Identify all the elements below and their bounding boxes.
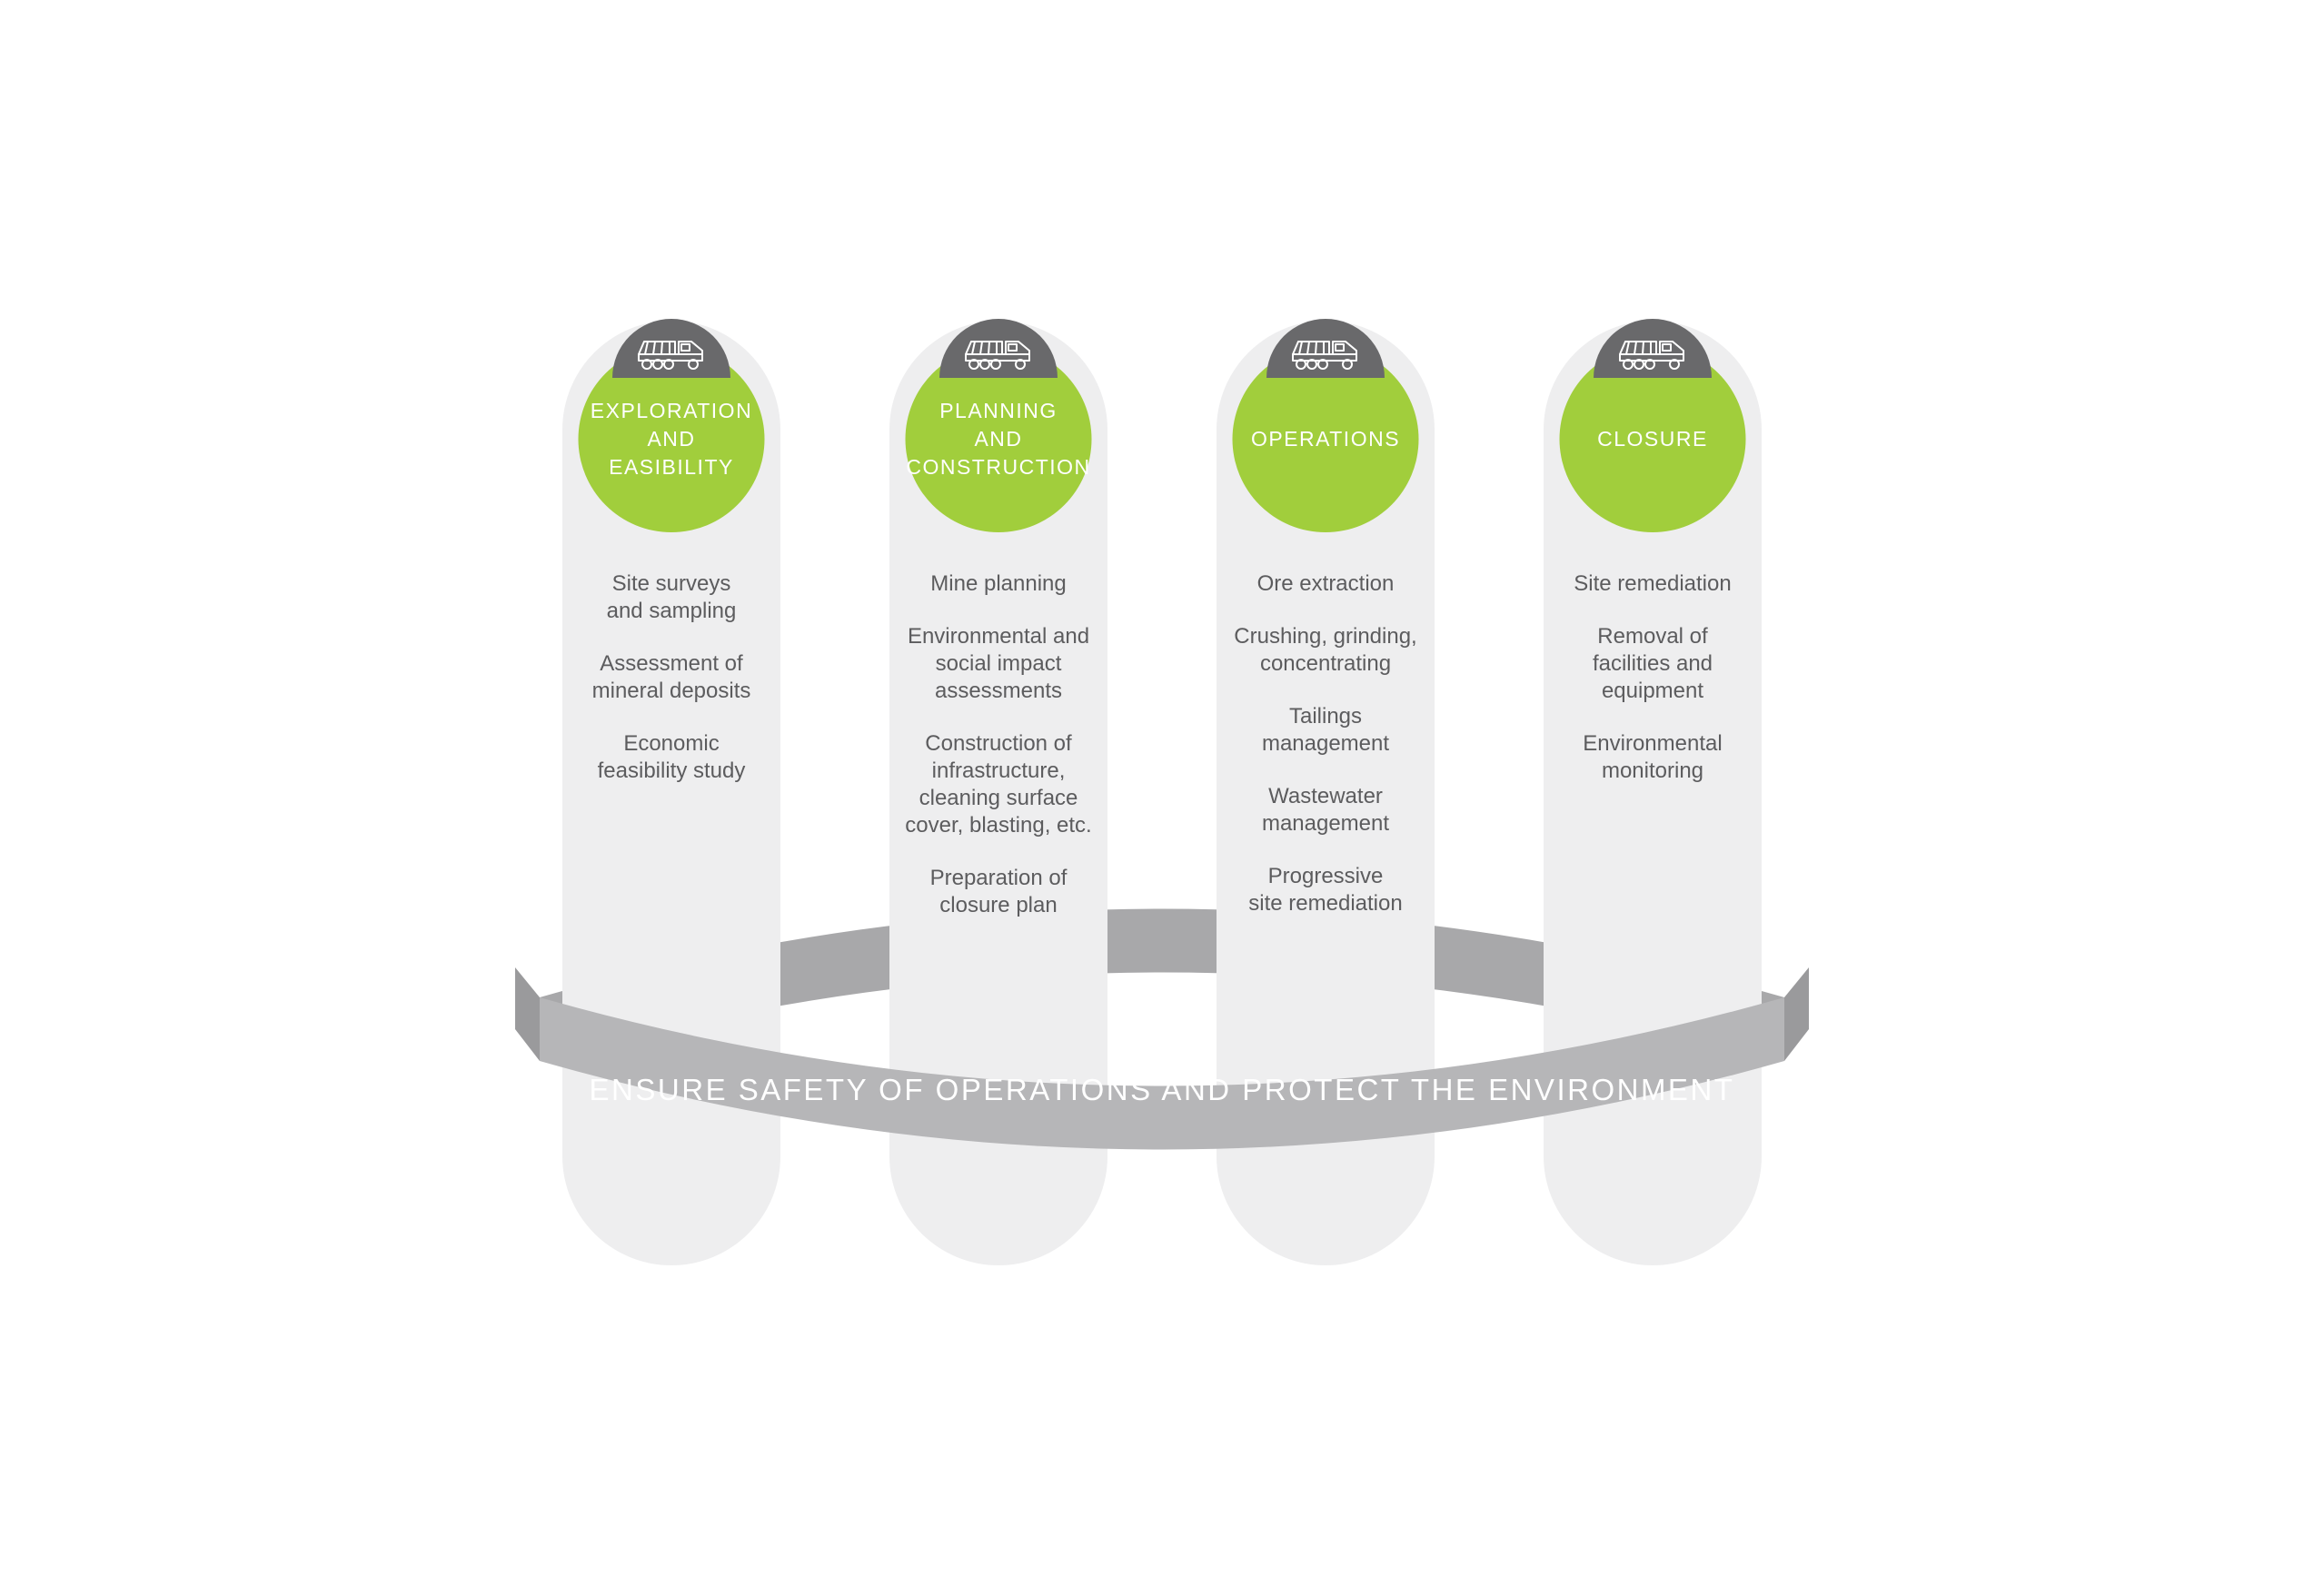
pillar-item: Assessment of mineral deposits <box>575 650 768 705</box>
pillar-item: Tailings management <box>1229 703 1422 758</box>
pillar-title: PLANNING AND CONSTRUCTION <box>897 397 1099 481</box>
pillar-icon-cap <box>1266 319 1385 378</box>
pillar-item: Economic feasibility study <box>575 730 768 785</box>
pillar-item: Mine planning <box>902 570 1095 598</box>
pillar-item: Ore extraction <box>1229 570 1422 598</box>
pillar-item: Site remediation <box>1556 570 1749 598</box>
pillar-item: Wastewater management <box>1229 783 1422 838</box>
pillar-items: Mine planning Environmental and social im… <box>889 570 1107 919</box>
pillar-icon-cap <box>939 319 1058 378</box>
pillars-row: EXPLORATION AND EASIBILITY Site surveys a… <box>490 321 1834 1265</box>
pillar-2: OPERATIONS Ore extraction Crushing, grindi… <box>1217 321 1435 1265</box>
pillar-0: EXPLORATION AND EASIBILITY Site surveys a… <box>562 321 780 1265</box>
dump-truck-icon <box>635 334 708 371</box>
dump-truck-icon <box>962 334 1035 371</box>
dump-truck-icon <box>1616 334 1689 371</box>
mining-lifecycle-diagram: EXPLORATION AND EASIBILITY Site surveys a… <box>490 321 1834 1265</box>
pillar-item: Site surveys and sampling <box>575 570 768 625</box>
pillar-items: Site remediation Removal of facilities an… <box>1544 570 1762 785</box>
pillar-items: Ore extraction Crushing, grinding, concen… <box>1217 570 1435 917</box>
pillar-item: Environmental and social impact assessme… <box>902 623 1095 705</box>
pillar-title: OPERATIONS <box>1242 425 1409 453</box>
pillar-icon-cap <box>612 319 730 378</box>
pillar-item: Construction of infrastructure, cleaning… <box>902 730 1095 839</box>
pillar-icon-cap <box>1594 319 1712 378</box>
pillar-item: Environmental monitoring <box>1556 730 1749 785</box>
pillar-items: Site surveys and sampling Assessment of m… <box>562 570 780 785</box>
pillar-title: CLOSURE <box>1588 425 1717 453</box>
pillar-item: Progressive site remediation <box>1229 863 1422 917</box>
pillar-item: Removal of facilities and equipment <box>1556 623 1749 705</box>
pillar-item: Crushing, grinding, concentrating <box>1229 623 1422 678</box>
pillar-3: CLOSURE Site remediation Removal of facili… <box>1544 321 1762 1265</box>
pillar-title: EXPLORATION AND EASIBILITY <box>581 397 761 481</box>
dump-truck-icon <box>1289 334 1362 371</box>
ribbon-text: ENSURE SAFETY OF OPERATIONS AND PROTECT … <box>490 1073 1834 1107</box>
pillar-item: Preparation of closure plan <box>902 865 1095 919</box>
pillar-1: PLANNING AND CONSTRUCTION Mine planning En… <box>889 321 1107 1265</box>
